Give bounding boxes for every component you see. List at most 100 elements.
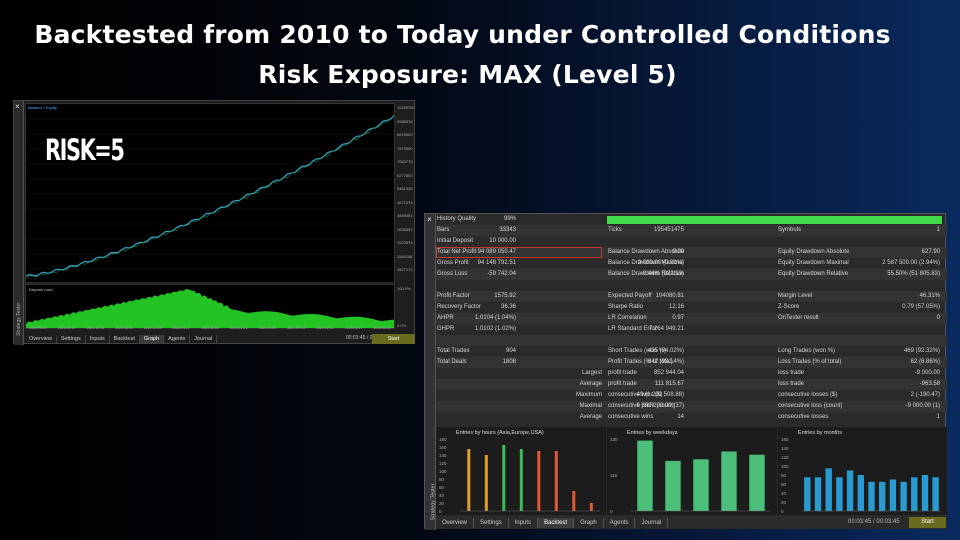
report-row: Average consecutive wins 14 consecutive los…: [436, 412, 947, 423]
report-value: 1.0102 (1.02%): [474, 326, 516, 332]
bar: [554, 451, 558, 511]
entries-charts: Entries by hours (Asia,Europe,USA) 180 160…: [436, 427, 947, 515]
tab-agents[interactable]: Agents: [164, 334, 191, 343]
start-button[interactable]: Start: [909, 517, 946, 528]
bar: [879, 481, 886, 512]
y-tick-label: 115: [610, 473, 618, 478]
bar: [589, 503, 593, 511]
report-value: 36.36: [500, 304, 516, 310]
y-tick-label: 120: [781, 455, 789, 460]
chart-svg: [802, 468, 941, 512]
tester-side-panel: × Strategy Tester: [14, 101, 24, 345]
y-tick-label: 0: [439, 509, 442, 514]
report-value: 0.79 (57.05%): [902, 304, 940, 310]
y-tick-label: 80: [439, 477, 445, 482]
backtest-report: History Quality 99% Bars 33343 Ticks 19545147…: [436, 214, 947, 423]
tab-inputs[interactable]: Inputs: [86, 334, 110, 343]
chart-title: Entries by weekdays: [627, 430, 678, 436]
tab-agents[interactable]: Agents: [604, 517, 636, 528]
report-label: loss trade: [778, 381, 805, 387]
report-label: Short Trades (won %): [608, 348, 667, 354]
tab-backtest[interactable]: Backtest: [538, 517, 575, 528]
report-label: Gross Profit: [437, 260, 469, 266]
report-row: Largest profit trade 852 944.04 loss trade -…: [436, 368, 947, 379]
bar: [749, 454, 765, 511]
tab-graph[interactable]: Graph: [574, 517, 604, 528]
deposit-load-svg: Deposit Load: [26, 287, 394, 328]
start-button[interactable]: Start: [372, 334, 415, 344]
report-row: [436, 335, 947, 346]
deposit-load-area: [26, 289, 394, 328]
report-value: 10 000.00: [489, 238, 516, 244]
bar: [637, 440, 653, 511]
tab-settings[interactable]: Settings: [57, 334, 86, 343]
chart-svg: [631, 440, 771, 512]
close-icon[interactable]: ×: [427, 215, 432, 224]
report-label: Margin Level: [778, 293, 813, 299]
bar: [693, 459, 709, 511]
report-label: Total Deals: [437, 359, 467, 365]
tab-settings[interactable]: Settings: [474, 517, 509, 528]
x-tick-label: 2021.10.18: [86, 326, 104, 330]
y-tick-label: 160: [781, 437, 789, 442]
report-value: 33343: [499, 227, 516, 233]
bar: [932, 477, 939, 512]
report-label: Equity Drawdown Absolute: [778, 249, 850, 255]
report-value: 99%: [503, 216, 516, 222]
tab-journal[interactable]: Journal: [190, 334, 218, 343]
report-row: AHPR 1.0104 (1.04%) LR Correlation 0.97 OnTe…: [436, 313, 947, 324]
report-value: 7 264 949.21: [648, 326, 684, 332]
chart-legend: Balance / Equity: [28, 105, 57, 110]
y-tick-label: 120: [439, 461, 447, 466]
graph-window: × Strategy Tester Balance / Equity RISK=…: [13, 100, 416, 345]
tab-overview[interactable]: Overview: [25, 334, 57, 343]
bar: [889, 479, 897, 511]
tab-overview[interactable]: Overview: [436, 517, 475, 528]
report-label: GHPR: [437, 326, 455, 332]
bar: [537, 451, 541, 511]
report-value: 14: [677, 414, 684, 420]
y-tick-label: 11339700: [397, 105, 415, 110]
report-value: 435 (94.02%): [647, 348, 684, 354]
report-label: consecutive losses ($): [778, 392, 838, 398]
report-row: Profit Factor 1575.92 Expected Payoff 10408…: [436, 291, 947, 302]
tab-graph[interactable]: Graph: [139, 334, 165, 343]
y-axis: 11339700 9985976 8670002 7879950 7063770 6277…: [396, 103, 416, 283]
report-value: 111 815.67: [654, 381, 684, 387]
entries-chart-1: Entries by hours (Asia,Europe,USA) 180 160…: [436, 427, 606, 515]
x-tick-label: 2023.04.22: [172, 326, 191, 330]
tab-journal[interactable]: Journal: [635, 517, 669, 528]
report-label: Recovery Factor: [437, 304, 482, 310]
report-label: Maximal: [579, 403, 602, 409]
report-label: Long Trades (won %): [778, 348, 836, 354]
entries-chart-3: Entries by months 160 140 120 100 80 60 40 20 0: [778, 427, 947, 515]
close-icon[interactable]: ×: [15, 102, 20, 111]
report-label: Total Trades: [437, 348, 470, 354]
x-tick-label: 2021.03.17: [57, 326, 76, 330]
y-tick-label: 20: [439, 501, 445, 506]
tab-backtest[interactable]: Backtest: [110, 334, 140, 343]
report-label: Largest: [581, 370, 602, 376]
report-label: loss trade: [778, 370, 805, 376]
report-row: Total Trades 904 Short Trades (won %) 435 (…: [436, 346, 947, 357]
report-row: Recovery Factor 36.36 Sharpe Ratio 12.16 Z-S…: [436, 302, 947, 313]
report-row: Gross Loss -59 742.04 Balance Drawdown Rel…: [436, 269, 947, 280]
y-tick-label: 0: [610, 509, 613, 514]
tab-inputs[interactable]: Inputs: [509, 517, 539, 528]
report-label: consecutive wins ($): [608, 392, 663, 398]
chart-title: Entries by months: [798, 430, 843, 436]
report-value: 904: [505, 348, 516, 354]
balance-chart-svg: [25, 103, 395, 279]
report-row: Bars 33343 Ticks 195451475 Symbols 1: [436, 225, 947, 236]
y-tick-label: 80: [781, 473, 787, 478]
report-value: 104080.81: [655, 293, 684, 299]
tester-tabs: Overview Settings Inputs Backtest Graph Agent…: [25, 333, 415, 344]
report-label: Expected Payoff: [608, 293, 652, 299]
headline: Backtested from 2010 to Today under Cont…: [34, 20, 891, 49]
report-value: 46.31%: [919, 293, 940, 299]
bar: [921, 475, 929, 511]
y-tick-label: 6277502: [397, 172, 413, 178]
y-tick-label: 140: [439, 453, 447, 458]
report-value: 94 089 050.47: [477, 249, 516, 255]
elapsed-time: 00:03:45 / 00:03:45: [848, 519, 900, 525]
